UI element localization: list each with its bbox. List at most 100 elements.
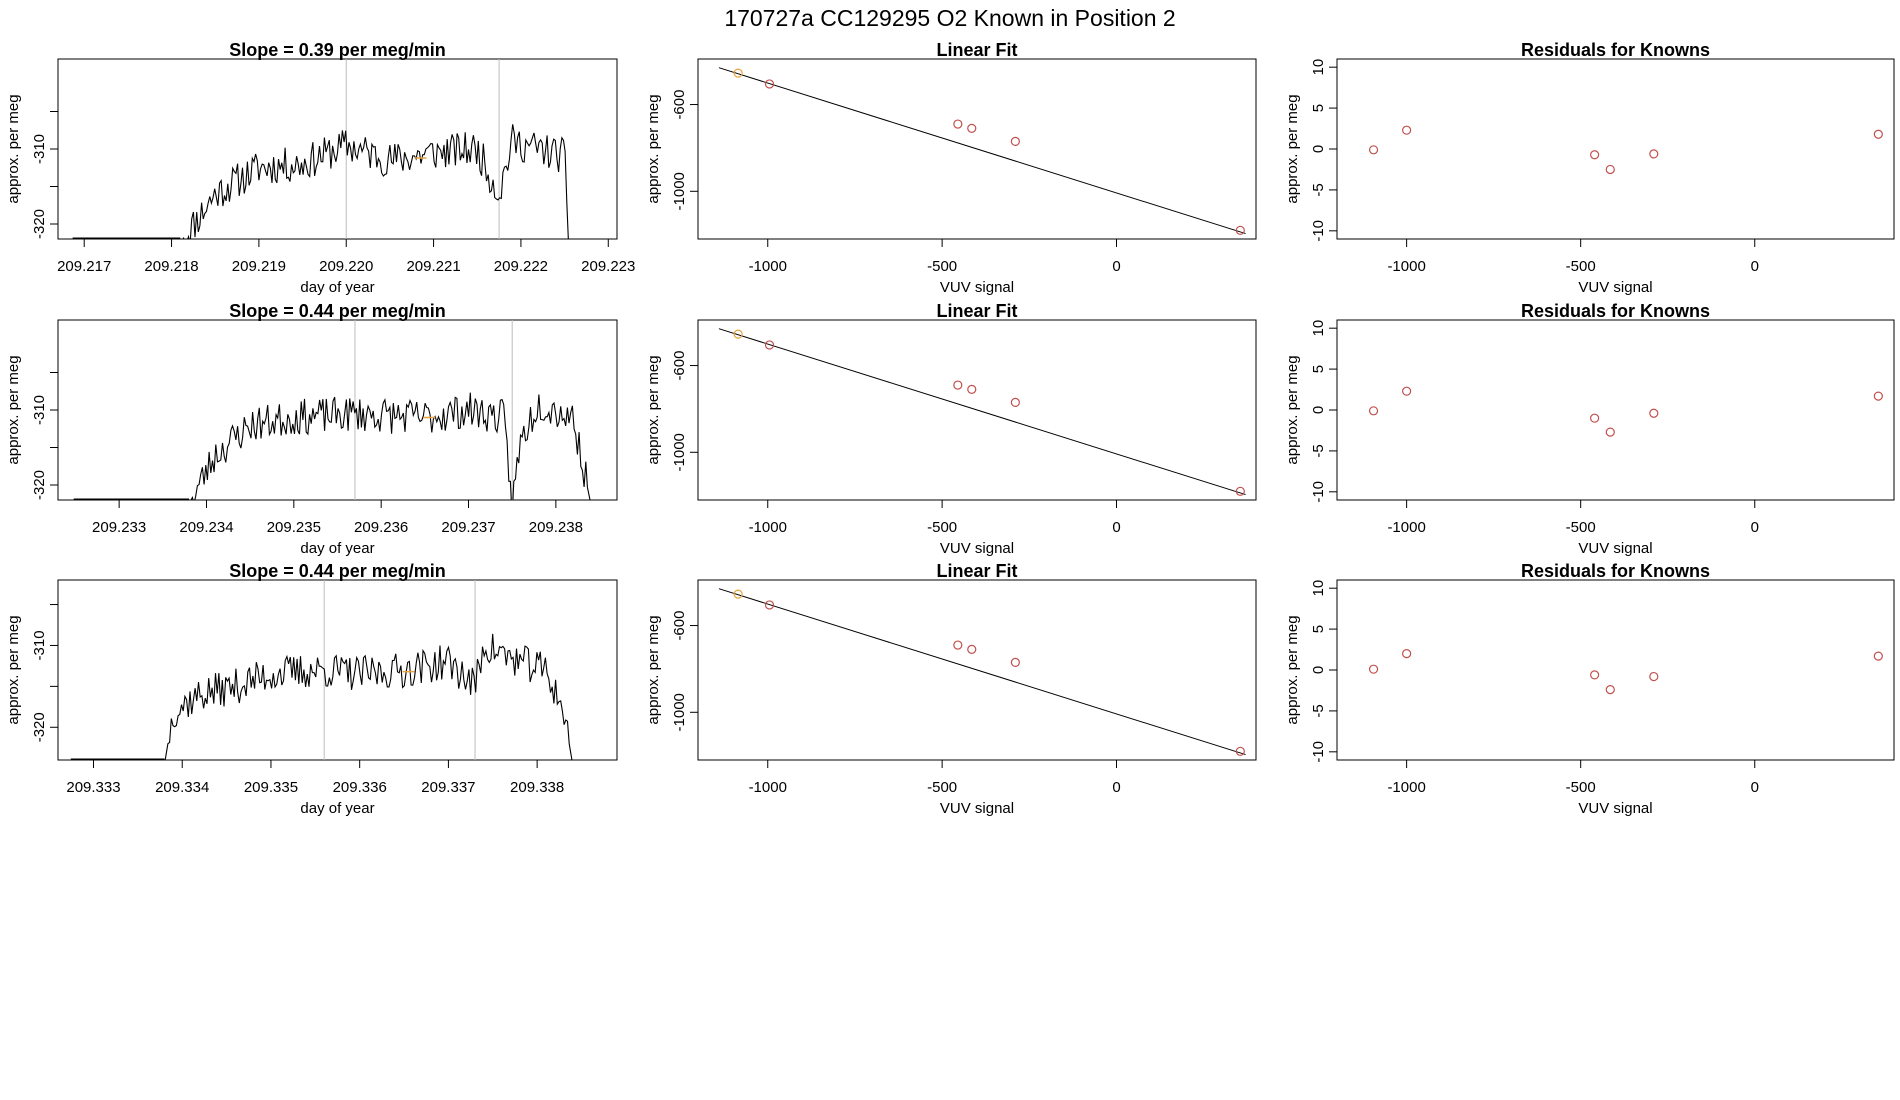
x-tick-label: 209.338: [510, 779, 564, 796]
panel-title: Linear Fit: [936, 561, 1017, 581]
y-tick-label: -320: [31, 209, 48, 239]
y-axis-label: approx. per meg: [5, 94, 22, 203]
x-tick-label: 209.220: [319, 258, 373, 275]
data-point: [1649, 671, 1659, 682]
y-axis-label: approx. per meg: [1284, 615, 1301, 724]
panel-title: Linear Fit: [936, 301, 1017, 321]
x-tick-label: 209.238: [529, 519, 583, 536]
data-point: [1590, 670, 1600, 680]
x-tick-label: 209.335: [244, 779, 298, 796]
x-tick-label: 209.219: [232, 258, 286, 275]
highlight-point: [733, 589, 743, 599]
data-point: [1368, 145, 1379, 155]
y-axis-label: approx. per meg: [1284, 94, 1301, 203]
y-axis-label: approx. per meg: [645, 94, 662, 203]
y-axis-label: approx. per meg: [645, 615, 662, 724]
data-point: [1235, 746, 1245, 756]
x-tick-label: 0: [1112, 258, 1120, 275]
panel-title: Residuals for Knowns: [1521, 301, 1710, 321]
data-point: [764, 600, 775, 610]
y-tick-label: 0: [1310, 145, 1327, 153]
y-tick-label: -5: [1310, 704, 1327, 717]
x-tick-label: -1000: [1387, 779, 1425, 796]
panel-2-scatter: Residuals for Knowns VUV signal approx. pe…: [1284, 301, 1895, 557]
data-point: [967, 384, 977, 394]
x-axis-label: VUV signal: [940, 800, 1014, 817]
y-tick-label: -310: [31, 630, 48, 660]
y-tick-label: -320: [31, 470, 48, 500]
data-point: [1368, 664, 1379, 674]
data-point: [764, 340, 775, 350]
y-axis-label: approx. per meg: [5, 615, 22, 724]
y-tick-label: 0: [1310, 666, 1327, 674]
x-tick-label: 209.336: [333, 779, 387, 796]
x-tick-label: -1000: [749, 258, 787, 275]
x-tick-label: 209.218: [144, 258, 198, 275]
data-point: [1235, 225, 1245, 235]
x-tick-label: -500: [1566, 519, 1596, 536]
data-point: [1402, 649, 1412, 659]
y-tick-label: -310: [31, 395, 48, 425]
y-axis-label: approx. per meg: [1284, 355, 1301, 464]
data-point: [1873, 651, 1883, 661]
y-tick-label: -1000: [671, 172, 688, 210]
data-point: [967, 123, 977, 133]
y-tick-label: -5: [1310, 444, 1327, 457]
data-point: [1368, 406, 1379, 416]
y-tick-label: -5: [1310, 183, 1327, 196]
x-tick-label: 209.237: [441, 519, 495, 536]
x-axis-label: VUV signal: [940, 279, 1014, 296]
plot-frame: [1336, 58, 1895, 240]
panel-title: Slope = 0.44 per meg/min: [229, 561, 446, 581]
panel-1-scatter: Residuals for Knowns VUV signal approx. pe…: [1284, 40, 1895, 296]
data-point: [1402, 386, 1412, 396]
panel-title: Slope = 0.39 per meg/min: [229, 40, 446, 60]
x-tick-label: 0: [1751, 779, 1759, 796]
panel-1-scatter-fit: Linear Fit VUV signal approx. per meg -1000…: [645, 40, 1257, 296]
x-tick-label: -500: [927, 258, 957, 275]
y-tick-label: 10: [1310, 59, 1327, 76]
x-tick-label: -500: [1566, 258, 1596, 275]
panel-title: Linear Fit: [936, 40, 1017, 60]
highlight-point: [733, 68, 743, 78]
x-axis-label: VUV signal: [940, 540, 1014, 557]
data-point: [1590, 150, 1600, 160]
data-point: [953, 119, 963, 129]
data-point: [764, 79, 775, 89]
plot-frame: [697, 319, 1257, 501]
x-tick-label: 209.221: [406, 258, 460, 275]
y-tick-label: -10: [1310, 220, 1327, 242]
data-point: [1605, 164, 1615, 175]
x-axis-label: VUV signal: [1578, 800, 1652, 817]
x-axis-label: day of year: [300, 540, 374, 557]
x-tick-label: 209.337: [421, 779, 475, 796]
data-point: [1010, 397, 1020, 408]
plot-frame: [57, 579, 618, 761]
panel-1-line: Slope = 0.39 per meg/min day of year appro…: [5, 40, 635, 296]
x-tick-label: 209.223: [581, 258, 635, 275]
x-tick-label: 209.234: [179, 519, 233, 536]
x-tick-label: 0: [1112, 519, 1120, 536]
panel-3-scatter: Residuals for Knowns VUV signal approx. pe…: [1284, 561, 1895, 817]
fit-line: [718, 588, 1246, 756]
y-tick-label: -10: [1310, 481, 1327, 503]
panel-2-scatter-fit: Linear Fit VUV signal approx. per meg -1000…: [645, 301, 1257, 557]
data-point: [967, 644, 977, 654]
data-point: [1873, 391, 1883, 401]
x-tick-label: 209.235: [267, 519, 321, 536]
plot-frame: [1336, 579, 1895, 761]
x-tick-label: 0: [1751, 258, 1759, 275]
y-tick-label: 5: [1310, 104, 1327, 112]
y-tick-label: -320: [31, 712, 48, 742]
fit-line: [718, 328, 1246, 496]
data-point: [1235, 486, 1245, 496]
panel-title: Residuals for Knowns: [1521, 40, 1710, 60]
data-point: [1873, 129, 1883, 139]
x-axis-label: VUV signal: [1578, 279, 1652, 296]
y-tick-label: -1000: [671, 433, 688, 471]
panel-3-scatter-fit: Linear Fit VUV signal approx. per meg -1000…: [645, 561, 1257, 817]
x-tick-label: -500: [1566, 779, 1596, 796]
fit-line: [718, 67, 1246, 235]
x-tick-label: 209.236: [354, 519, 408, 536]
panel-3-line: Slope = 0.44 per meg/min day of year appro…: [5, 561, 618, 817]
